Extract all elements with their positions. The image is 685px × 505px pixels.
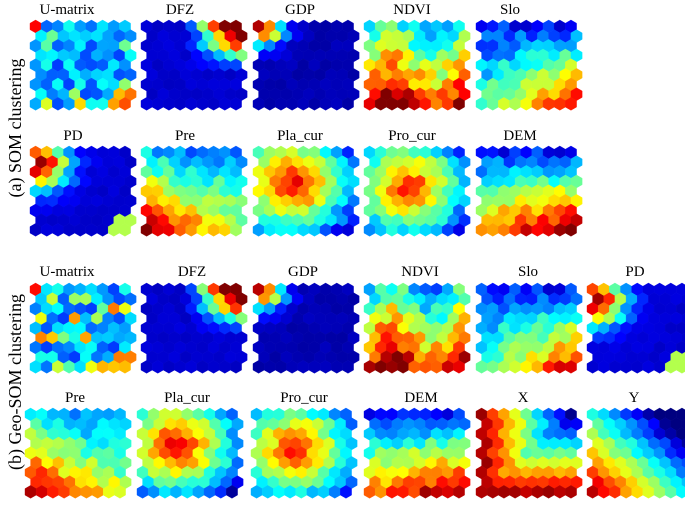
hex-cell [119,223,131,237]
hex-map-dfz-0-1 [140,19,248,111]
panel-title-b-y: Y [629,390,640,406]
panel-title-b-pre: Pre [65,390,85,406]
panel-title-a-slo: Slo [500,2,520,18]
hex-map-pre-0-6 [140,145,248,237]
hex-cell [226,485,238,499]
hex-map-slo-1-4 [475,282,583,374]
panel-title-a-pla-cur: Pla_cur [277,128,323,144]
hex-cell [676,360,685,374]
panel-title-b-slo: Slo [518,264,538,280]
hex-cell [342,97,354,111]
hex-cell [342,360,354,374]
panel-title-a-pd: PD [63,128,82,144]
hex-cell [119,360,131,374]
hex-map-x-1-10 [475,407,583,499]
hex-cell [565,223,577,237]
panel-title-a-u-matrix: U-matrix [40,2,95,18]
hex-cell [453,97,465,111]
hex-map-ndvi-1-3 [363,282,471,374]
panel-title-b-pla-cur: Pla_cur [164,390,210,406]
hex-map-procur-0-8 [363,145,471,237]
hex-map-pd-0-5 [29,145,137,237]
hex-map-gdp-1-2 [252,282,360,374]
panel-title-b-pro-cur: Pro_cur [280,390,328,406]
panel-title-a-gdp: GDP [285,2,315,18]
hex-cell [565,360,577,374]
panel-title-a-pre: Pre [175,128,195,144]
panel-title-a-pro-cur: Pro_cur [388,128,436,144]
section-b-component-planes [24,282,685,499]
panel-title-b-pd: PD [625,264,644,280]
hex-cell [453,223,465,237]
hex-cell [565,97,577,111]
panel-title-b-x: X [518,390,529,406]
panel-title-a-dem: DEM [503,128,536,144]
panel-title-b-dfz: DFZ [178,264,206,280]
hex-map-procur-1-8 [250,407,358,499]
hex-cell [230,97,242,111]
hex-map-slo-0-4 [475,19,583,111]
hex-map-gdp-0-2 [252,19,360,111]
hex-map-pd-1-5 [586,282,685,374]
hex-map-y-1-11 [586,407,685,499]
panel-title-b-u-matrix: U-matrix [40,264,95,280]
hex-cell [114,485,126,499]
hex-map-placur-1-7 [136,407,244,499]
hex-map-pre-1-6 [24,407,132,499]
hex-map-umatrix-1-0 [29,282,137,374]
panel-title-b-dem: DEM [404,390,437,406]
hex-map-dfz-1-1 [140,282,248,374]
section-label-b: (b) Geo-SOM clustering [5,294,26,470]
panel-title-b-gdp: GDP [288,264,318,280]
hex-map-placur-0-7 [252,145,360,237]
section-a-component-planes [29,19,583,237]
hex-cell [119,97,131,111]
panel-title-a-ndvi: NDVI [393,2,431,18]
hex-map-umatrix-0-0 [29,19,137,111]
hex-map-ndvi-0-3 [363,19,471,111]
hex-cell [565,485,577,499]
hex-cell [230,223,242,237]
hex-cell [453,485,465,499]
panel-title-b-ndvi: NDVI [401,264,439,280]
hex-cell [230,360,242,374]
panel-title-a-dfz: DFZ [166,2,194,18]
hex-cell [340,485,352,499]
hex-cell [676,485,685,499]
hex-cell [342,223,354,237]
section-label-a: (a) SOM clustering [5,59,26,198]
hex-cell [453,360,465,374]
hex-map-dem-1-9 [363,407,471,499]
hex-map-dem-0-9 [475,145,583,237]
